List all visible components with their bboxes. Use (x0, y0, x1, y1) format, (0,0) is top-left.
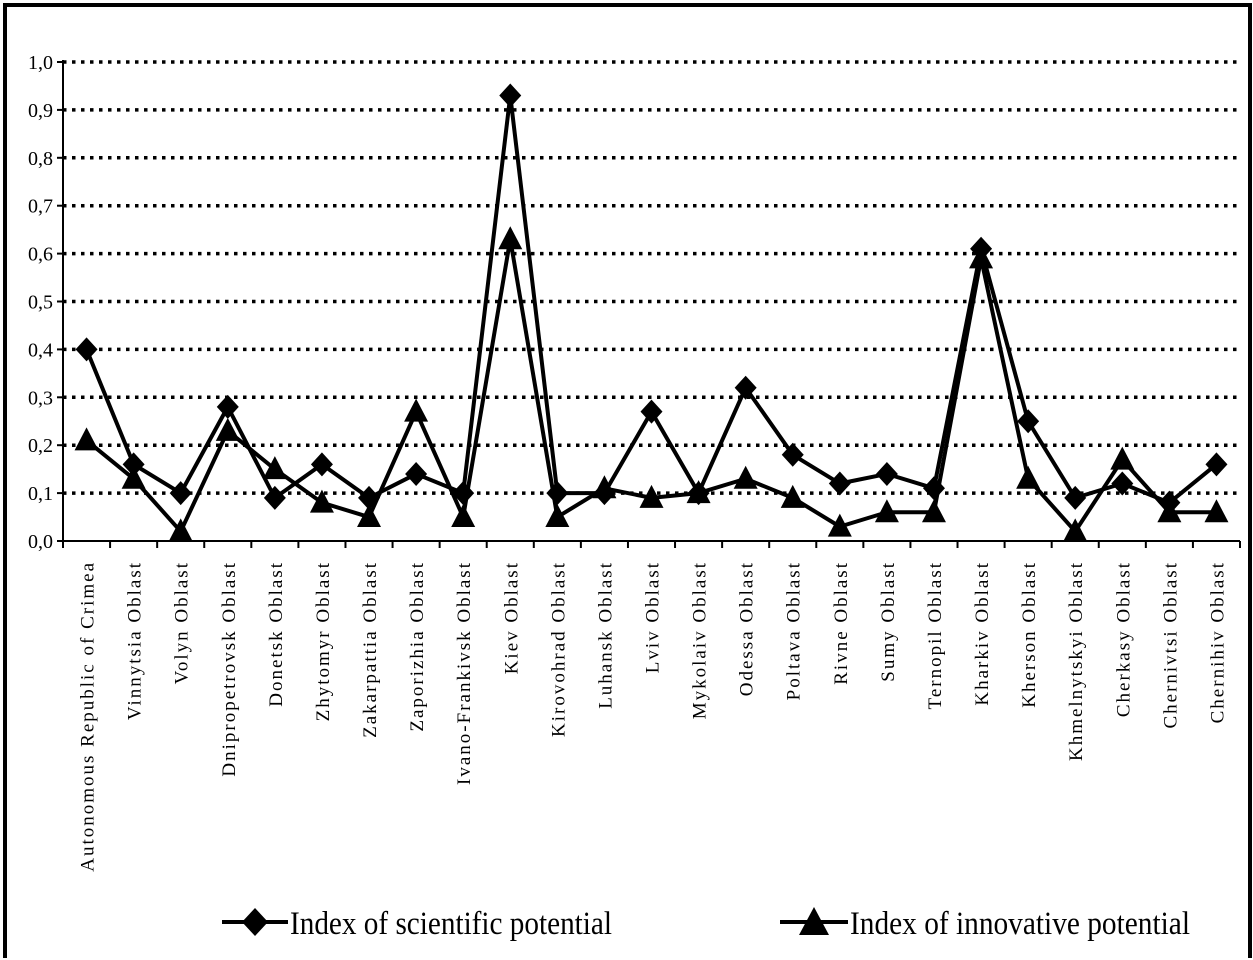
axes (57, 60, 1241, 548)
x-tick-label: Kiev Oblast (501, 561, 522, 674)
legend: Index of scientific potential Index of i… (222, 906, 1190, 942)
data-point-diamond (1064, 485, 1087, 510)
y-tick-label: 0,4 (28, 339, 53, 361)
y-tick-label: 0,7 (28, 196, 53, 218)
data-point-triangle (215, 417, 240, 441)
data-point-diamond (875, 461, 898, 486)
legend-label-innovative: Index of innovative potential (850, 906, 1190, 942)
data-point-diamond (734, 375, 757, 400)
data-point-diamond (405, 461, 428, 486)
x-tick-label: Ivano-Frankivsk Oblast (454, 561, 475, 785)
x-tick-label: Sumy Oblast (878, 561, 899, 682)
series-innovative (74, 226, 1229, 542)
data-point-diamond (263, 485, 286, 510)
x-tick-label: Rivne Oblast (831, 561, 852, 685)
data-point-triangle (1110, 446, 1135, 470)
x-tick-label: Odessa Oblast (737, 561, 758, 696)
data-point-diamond (310, 452, 333, 477)
x-tick-label: Khmelnytskyi Oblast (1066, 561, 1087, 761)
legend-triangle-icon (799, 907, 829, 935)
series-scientific (75, 83, 1228, 515)
data-point-diamond (169, 481, 192, 506)
data-point-triangle (733, 465, 758, 489)
x-tick-label: Volyn Oblast (172, 561, 193, 684)
data-point-diamond (216, 394, 239, 419)
x-tick-label: Kirovohrad Oblast (548, 561, 569, 737)
data-point-triangle (686, 480, 711, 504)
legend-label-scientific: Index of scientific potential (290, 906, 612, 942)
data-point-diamond (781, 442, 804, 467)
data-point-diamond (499, 83, 522, 108)
x-tick-label: Lviv Oblast (643, 561, 664, 673)
data-point-triangle (498, 226, 523, 250)
data-point-triangle (357, 504, 382, 528)
x-tick-label: Kherson Oblast (1019, 561, 1040, 708)
x-tick-label: Donetsk Oblast (266, 561, 287, 707)
x-tick-label: Zaporizhia Oblast (407, 561, 428, 732)
y-tick-label: 0,5 (28, 292, 53, 314)
data-point-diamond (640, 399, 663, 424)
data-point-triangle (639, 484, 664, 508)
y-tick-label: 0,3 (28, 387, 53, 409)
data-point-triangle (921, 499, 946, 523)
legend-item-innovative: Index of innovative potential (780, 906, 1190, 942)
x-tick-label: Mykolaiv Oblast (690, 561, 711, 719)
data-point-triangle (969, 245, 994, 269)
data-point-triangle (262, 456, 287, 480)
data-point-triangle (74, 427, 99, 451)
y-tick-label: 0,2 (28, 435, 53, 457)
y-tick-label: 1,0 (28, 52, 53, 74)
data-point-triangle (309, 489, 334, 513)
data-point-diamond (75, 337, 98, 362)
x-tick-label: Luhansk Oblast (595, 561, 616, 709)
data-point-diamond (1205, 452, 1228, 477)
y-tick-labels: 0,0 0,1 0,2 0,3 0,4 0,5 0,6 0,7 0,8 0,9 1,0 (28, 52, 53, 553)
data-point-triangle (168, 518, 193, 542)
y-tick-label: 0,8 (28, 148, 53, 170)
data-point-triangle (592, 475, 617, 499)
data-point-triangle (404, 398, 429, 422)
y-tick-label: 0,0 (28, 531, 53, 553)
x-tick-label: Zakarpattia Oblast (360, 561, 381, 738)
data-point-diamond (122, 452, 145, 477)
data-point-triangle (1016, 465, 1041, 489)
data-point-triangle (1063, 518, 1088, 542)
legend-item-scientific: Index of scientific potential (222, 906, 612, 942)
data-point-diamond (1017, 409, 1040, 434)
x-tick-labels: Autonomous Republic of Crimea Vinnytsia O… (78, 561, 1229, 872)
data-point-triangle (1157, 499, 1182, 523)
data-point-diamond (1111, 471, 1134, 496)
chart-frame (3, 3, 1252, 958)
data-point-triangle (780, 484, 805, 508)
x-tick-label: Vinnytsia Oblast (125, 561, 146, 720)
x-tick-label: Poltava Oblast (784, 561, 805, 700)
data-point-diamond (546, 481, 569, 506)
x-tick-label: Autonomous Republic of Crimea (78, 561, 99, 872)
y-tick-label: 0,6 (28, 244, 53, 266)
data-point-triangle (827, 513, 852, 537)
y-tick-label: 0,1 (28, 483, 53, 505)
x-tick-label: Kharkiv Oblast (972, 561, 993, 706)
series-group (74, 83, 1229, 542)
x-tick-label: Zhytomyr Oblast (313, 561, 334, 721)
data-point-triangle (1204, 499, 1229, 523)
data-point-triangle (451, 504, 476, 528)
data-point-triangle (545, 504, 570, 528)
data-point-triangle (874, 499, 899, 523)
data-point-triangle (121, 465, 146, 489)
x-tick-label: Ternopil Oblast (925, 561, 946, 709)
x-tick-label: Dnipropetrovsk Oblast (219, 561, 240, 777)
legend-diamond-icon (242, 908, 268, 936)
x-tick-label: Chernihiv Oblast (1207, 561, 1228, 723)
x-tick-label: Cherkasy Oblast (1113, 561, 1134, 717)
data-point-diamond (828, 471, 851, 496)
y-tick-label: 0,9 (28, 100, 53, 122)
x-tick-label: Chernivtsi Oblast (1160, 561, 1181, 729)
